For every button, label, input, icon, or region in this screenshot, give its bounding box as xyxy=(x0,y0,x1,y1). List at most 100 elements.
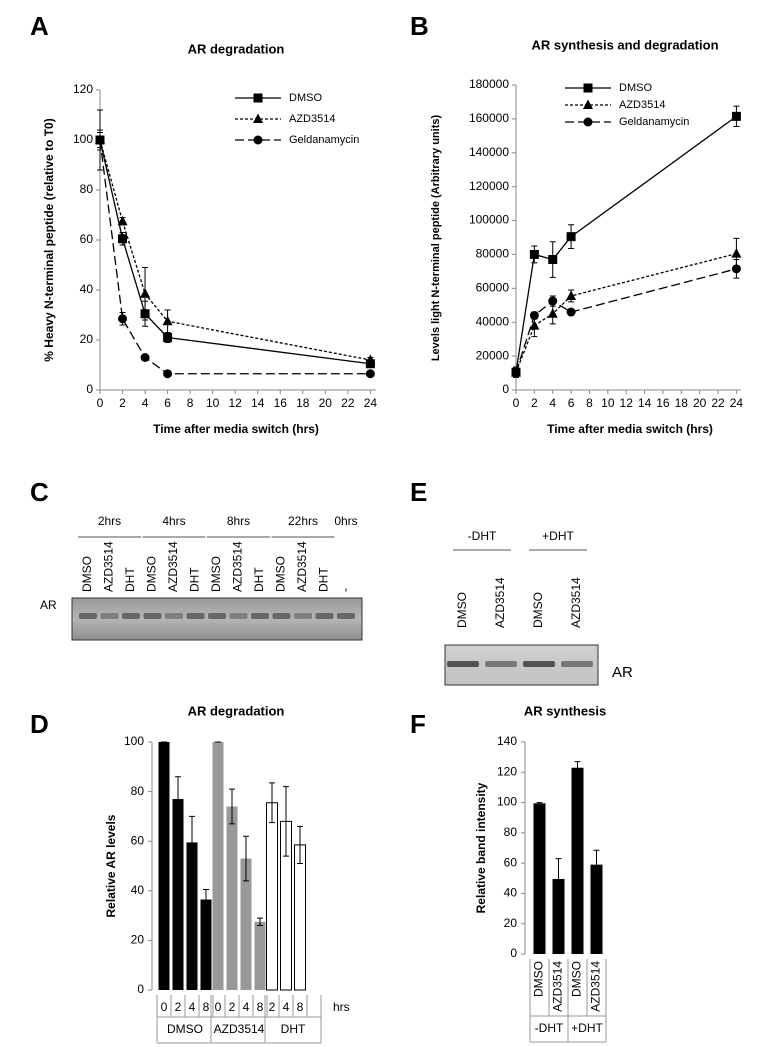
blot-band xyxy=(207,613,227,619)
y-tick-label: 60 xyxy=(504,855,518,869)
bar xyxy=(172,799,184,990)
y-tick-label: 20 xyxy=(80,332,94,346)
y-tick-label: 100 xyxy=(124,734,144,748)
lane-label: DMSO xyxy=(455,592,469,628)
error-bar xyxy=(203,889,209,910)
marker xyxy=(140,288,151,298)
y-axis-label: Relative AR levels xyxy=(104,814,118,917)
x-axis-label: Time after media switch (hrs) xyxy=(153,422,319,436)
y-axis-label: Relative band intensity xyxy=(474,782,488,913)
x-tick-label: 2 xyxy=(229,1000,236,1014)
y-tick-label: 40 xyxy=(504,886,518,900)
marker xyxy=(163,369,173,379)
chart-title: AR synthesis xyxy=(524,703,606,718)
x-tick-label: 22 xyxy=(711,396,725,410)
x-tick-label: 0 xyxy=(97,396,104,410)
marker xyxy=(117,215,128,226)
lane-label: DMSO xyxy=(531,592,545,628)
group-label: DMSO xyxy=(167,1022,203,1036)
lane-label: AZD3514 xyxy=(569,577,583,628)
y-tick-label: 120 xyxy=(73,82,93,96)
bar xyxy=(254,921,266,990)
lane-label: AZD3514 xyxy=(231,541,245,592)
error-bar xyxy=(536,802,543,805)
series-line xyxy=(515,268,737,373)
group-label: +DHT xyxy=(571,1021,603,1035)
legend-label: AZD3514 xyxy=(289,113,335,125)
blot-band xyxy=(143,613,162,619)
blot-band xyxy=(272,613,291,619)
blot-band xyxy=(485,661,517,667)
band-label: AR xyxy=(40,598,57,612)
series-line xyxy=(515,115,737,373)
marker xyxy=(731,248,742,258)
marker xyxy=(529,249,539,259)
x-tick-label: 6 xyxy=(568,396,575,410)
y-tick-label: 120 xyxy=(497,764,517,778)
bar xyxy=(552,879,565,954)
panel-label: D xyxy=(30,709,49,739)
y-tick-label: 80000 xyxy=(476,247,510,261)
x-tick-label: 16 xyxy=(656,396,670,410)
panel-label: F xyxy=(410,709,426,739)
y-tick-label: 80 xyxy=(80,182,94,196)
panel-label: E xyxy=(410,477,427,507)
lane-label: DMSO xyxy=(80,556,94,592)
bar xyxy=(212,742,224,990)
x-tick-label: 0 xyxy=(513,396,520,410)
y-tick-label: 100 xyxy=(73,132,93,146)
blot-band xyxy=(336,613,356,619)
x-tick-label: 10 xyxy=(601,396,615,410)
error-bar xyxy=(283,786,289,857)
bar xyxy=(294,844,306,991)
chart-title: AR degradation xyxy=(188,41,285,56)
y-tick-label: 20000 xyxy=(476,348,510,362)
marker xyxy=(566,290,577,300)
error-bar xyxy=(574,761,581,775)
y-tick-label: 40 xyxy=(80,282,94,296)
y-tick-label: 60000 xyxy=(476,281,510,295)
bar xyxy=(158,742,170,990)
x-tick-label: 2 xyxy=(119,396,126,410)
x-axis-label: Time after media switch (hrs) xyxy=(547,422,713,436)
marker xyxy=(529,310,539,320)
x-tick-label: 8 xyxy=(203,1000,210,1014)
bar xyxy=(533,803,546,954)
marker xyxy=(548,296,558,306)
y-tick-label: 0 xyxy=(510,946,517,960)
marker xyxy=(731,264,741,274)
panel-label: A xyxy=(30,11,49,41)
bar xyxy=(186,842,198,990)
marker xyxy=(253,135,263,145)
legend-label: DMSO xyxy=(619,82,652,94)
blot-band xyxy=(293,613,313,619)
blot-band xyxy=(523,661,555,667)
x-tick-label: 2 xyxy=(175,1000,182,1014)
lane-label: AZD3514 xyxy=(166,541,180,592)
x-tick-label: 10 xyxy=(206,396,220,410)
marker xyxy=(583,99,593,109)
band-label: AR xyxy=(612,664,633,681)
series-line xyxy=(99,139,371,361)
x-tick-label: 14 xyxy=(638,396,652,410)
error-bar xyxy=(175,776,181,822)
y-tick-label: 80 xyxy=(131,784,145,798)
group-label: 2hrs xyxy=(98,514,121,528)
legend-label: Geldanamycin xyxy=(619,116,689,128)
x-tick-label: DMSO xyxy=(532,961,546,997)
y-tick-label: 0 xyxy=(502,382,509,396)
group-label: 4hrs xyxy=(162,514,185,528)
error-bar xyxy=(189,815,195,869)
marker xyxy=(253,93,263,103)
x-tick-label: 2 xyxy=(269,1000,276,1014)
lane-label: DMSO xyxy=(274,556,288,592)
x-tick-label: AZD3514 xyxy=(589,961,603,1012)
error-bar xyxy=(555,858,562,900)
blot-band xyxy=(561,661,593,667)
x-tick-label: 4 xyxy=(283,1000,290,1014)
blot-band xyxy=(250,613,270,619)
marker xyxy=(253,113,263,123)
legend-label: AZD3514 xyxy=(619,99,665,111)
y-tick-label: 180000 xyxy=(469,77,509,91)
lane-label: DHT xyxy=(188,567,202,592)
